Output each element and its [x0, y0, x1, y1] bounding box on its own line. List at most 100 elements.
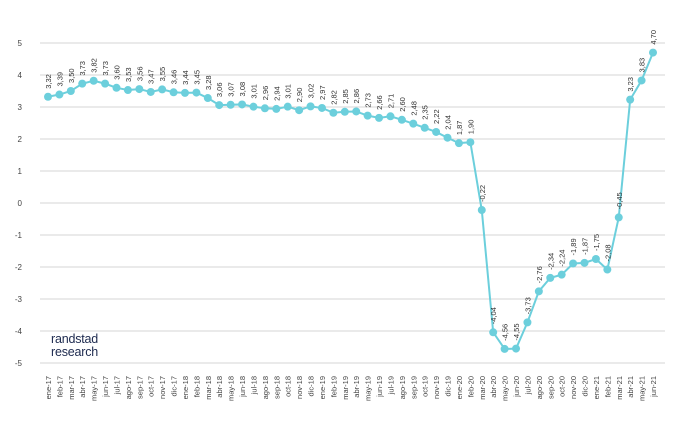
data-point	[363, 111, 372, 120]
randstad-research-logo: randstad research	[51, 333, 98, 359]
data-point	[295, 106, 304, 115]
data-point	[466, 138, 475, 147]
data-point	[158, 85, 167, 94]
data-label: 3,47	[147, 69, 156, 84]
data-point	[512, 344, 521, 353]
data-point	[534, 287, 543, 296]
data-label: 3,56	[135, 66, 144, 81]
data-label: 3,73	[78, 61, 87, 76]
x-tick-label: mar-17	[67, 376, 76, 400]
data-label: 2,97	[318, 85, 327, 100]
data-point	[420, 123, 429, 132]
x-tick-label: dic-19	[444, 376, 453, 396]
data-label: 2,73	[364, 93, 373, 108]
data-label: -4,55	[512, 323, 521, 340]
x-tick-label: ago-17	[124, 376, 133, 399]
data-point	[500, 344, 509, 353]
data-label: 3,08	[238, 82, 247, 97]
data-point	[283, 102, 292, 111]
x-tick-label: abr-18	[215, 376, 224, 398]
data-label: 3,23	[626, 77, 635, 92]
data-point	[637, 76, 646, 85]
x-tick-label: jun-19	[375, 376, 384, 398]
data-point	[169, 88, 178, 97]
data-label: -0,22	[478, 185, 487, 202]
data-point	[101, 79, 110, 88]
data-label: 3,02	[307, 84, 316, 99]
x-tick-label: oct-18	[284, 376, 293, 397]
data-point	[192, 88, 201, 97]
data-point	[614, 213, 623, 222]
data-label: 2,96	[261, 86, 270, 101]
data-label: 3,82	[90, 58, 99, 73]
data-point	[180, 88, 189, 97]
data-label: 3,01	[284, 84, 293, 99]
x-tick-label: dic-20	[581, 376, 590, 396]
data-label: 3,45	[192, 70, 201, 85]
x-tick-label: ago-19	[398, 376, 407, 399]
x-tick-label: jun-17	[101, 376, 110, 398]
data-point	[215, 101, 224, 110]
data-point	[89, 76, 98, 85]
data-point	[329, 108, 338, 117]
x-tick-label: nov-17	[158, 376, 167, 399]
x-tick-label: ene-17	[44, 376, 53, 399]
data-point	[397, 115, 406, 124]
data-point	[443, 133, 452, 142]
x-tick-label: oct-20	[558, 376, 567, 397]
x-tick-label: abr-21	[626, 376, 635, 398]
data-point	[260, 104, 269, 113]
data-label: 3,60	[112, 65, 121, 80]
data-point	[340, 107, 349, 116]
x-tick-label: ene-19	[318, 376, 327, 399]
x-tick-label: jul-19	[386, 376, 395, 395]
data-point	[146, 87, 155, 96]
y-tick-label: 1	[18, 167, 23, 176]
y-tick-label: 0	[18, 199, 23, 208]
x-tick-label: may-19	[364, 376, 373, 401]
data-point	[203, 94, 212, 103]
x-tick-label: ene-18	[181, 376, 190, 399]
x-tick-label: jun-20	[512, 376, 521, 398]
y-tick-label: 2	[18, 135, 23, 144]
logo-line-2: research	[51, 345, 99, 359]
data-point	[123, 86, 132, 95]
x-tick-label: mar-19	[341, 376, 350, 400]
data-label: 3,32	[44, 74, 53, 89]
data-label: 3,50	[67, 68, 76, 83]
x-tick-label: mar-20	[478, 376, 487, 400]
data-label: -2,34	[546, 253, 555, 270]
data-point	[569, 259, 578, 268]
y-tick-label: -2	[15, 263, 23, 272]
x-tick-label: sep-17	[135, 376, 144, 399]
y-tick-label: -5	[15, 359, 23, 368]
x-tick-label: abr-20	[489, 376, 498, 398]
x-tick-label: feb-21	[603, 376, 612, 397]
y-tick-label: 5	[18, 39, 23, 48]
data-label: 1,90	[466, 120, 475, 135]
data-label: 3,01	[249, 84, 258, 99]
data-point	[591, 255, 600, 263]
data-point	[454, 139, 463, 148]
x-tick-label: mar-18	[204, 376, 213, 400]
data-label: 3,83	[638, 58, 647, 73]
data-point	[546, 273, 555, 282]
data-label: 2,04	[444, 115, 453, 130]
data-label: 2,94	[272, 86, 281, 101]
data-label: -0,45	[615, 192, 624, 209]
data-label: 4,70	[649, 30, 658, 45]
x-tick-label: oct-17	[147, 376, 156, 397]
x-tick-label: ago-20	[535, 376, 544, 399]
data-label: -4,56	[501, 324, 510, 341]
x-tick-label: oct-19	[421, 376, 430, 397]
data-point	[386, 112, 395, 121]
x-tick-label: jul-20	[523, 376, 532, 395]
data-label: 2,35	[421, 105, 430, 120]
data-label: -3,73	[523, 297, 532, 314]
data-label: 2,71	[386, 94, 395, 109]
x-tick-label: nov-19	[432, 376, 441, 399]
x-tick-label: sep-19	[409, 376, 418, 399]
x-tick-label: feb-20	[466, 376, 475, 397]
data-label: -2,24	[558, 250, 567, 267]
data-label: 3,44	[181, 70, 190, 85]
